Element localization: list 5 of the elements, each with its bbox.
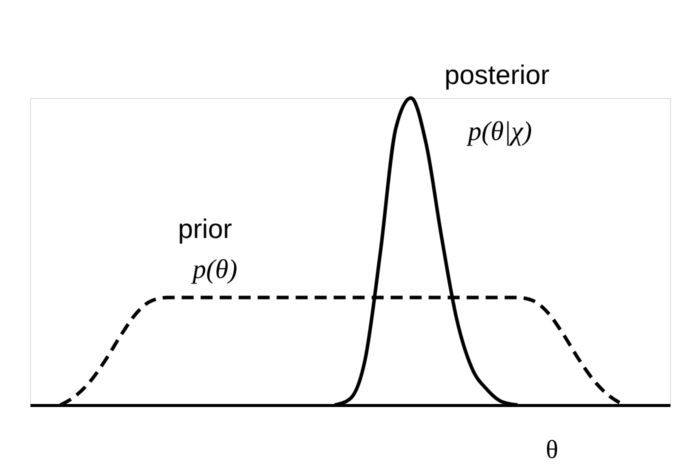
annotation: p(θ) [190, 254, 238, 284]
annotation: p(θ|χ) [466, 116, 532, 146]
series-label: prior [178, 214, 232, 244]
x-axis-title: θ [546, 435, 558, 464]
series-label: posterior [444, 60, 550, 90]
